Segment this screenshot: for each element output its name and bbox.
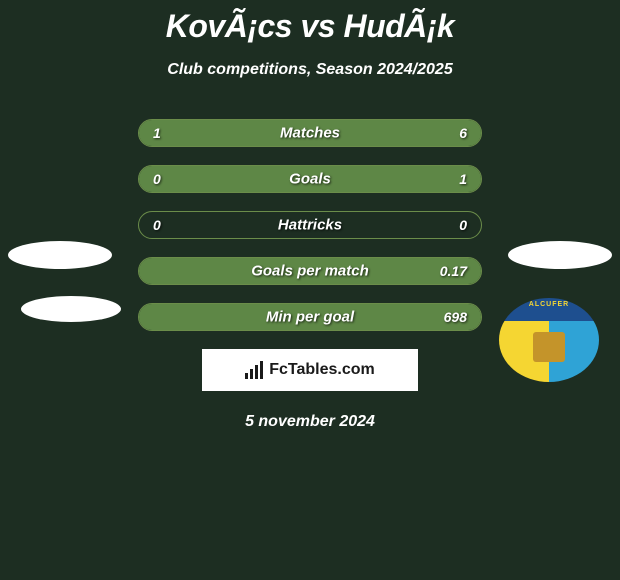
stat-value-right: 0 <box>459 217 467 233</box>
club-badge-right: ALCUFER <box>499 298 599 382</box>
stat-value-right: 1 <box>459 171 467 187</box>
page-title: KovÃ¡cs vs HudÃ¡k <box>0 8 620 45</box>
fctables-logo[interactable]: FcTables.com <box>202 349 418 391</box>
stat-value-right: 6 <box>459 125 467 141</box>
stat-label: Matches <box>280 125 340 142</box>
stat-row: 1 Matches 6 <box>138 119 482 147</box>
chart-icon <box>245 361 263 379</box>
logo-text: FcTables.com <box>269 361 375 379</box>
comparison-container: KovÃ¡cs vs HudÃ¡k Club competitions, Sea… <box>0 0 620 431</box>
player-avatar-right <box>508 241 612 269</box>
stat-label: Hattricks <box>278 217 342 234</box>
stats-area: ALCUFER 1 Matches 6 0 Goals 1 0 Hattricks 0 Goals… <box>0 119 620 331</box>
player-avatar-left <box>8 241 112 269</box>
badge-text: ALCUFER <box>499 301 599 308</box>
stat-label: Min per goal <box>266 309 354 326</box>
stat-value-right: 698 <box>444 309 467 325</box>
stat-label: Goals <box>289 171 331 188</box>
stat-value-left: 1 <box>153 125 161 141</box>
stat-row: 0 Goals 1 <box>138 165 482 193</box>
badge-shield <box>533 332 565 362</box>
stat-row: Min per goal 698 <box>138 303 482 331</box>
club-badge-left <box>21 296 121 322</box>
stat-label: Goals per match <box>251 263 369 280</box>
stat-bar-left <box>139 120 188 146</box>
stat-row: 0 Hattricks 0 <box>138 211 482 239</box>
stat-value-left: 0 <box>153 217 161 233</box>
date-label: 5 november 2024 <box>0 413 620 431</box>
subtitle: Club competitions, Season 2024/2025 <box>0 61 620 79</box>
stat-value-right: 0.17 <box>440 263 467 279</box>
stat-row: Goals per match 0.17 <box>138 257 482 285</box>
stat-value-left: 0 <box>153 171 161 187</box>
